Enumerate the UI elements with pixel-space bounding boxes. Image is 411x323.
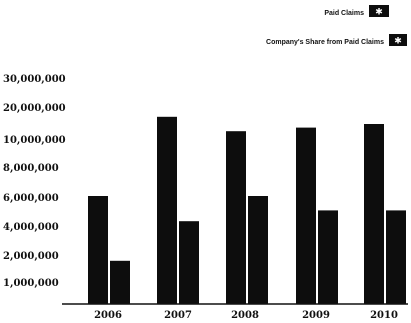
x-tick-label: 2009: [302, 310, 330, 321]
y-tick-label: 20,000,000: [3, 103, 66, 114]
y-tick-label: 6,000,000: [3, 193, 59, 204]
x-axis: 2006 2007 2008 2009 2010: [94, 310, 398, 321]
bar-paid-claims-2010: [364, 124, 384, 304]
legend-item-company-share: Company's Share from Paid Claims ✱: [266, 34, 407, 47]
y-tick-label: 4,000,000: [3, 222, 59, 233]
legend-swatch-paid-claims: [369, 5, 389, 17]
bar-company-share-2010: [386, 210, 406, 304]
bar-company-share-2006: [110, 260, 130, 304]
bar-paid-claims-2006: [88, 196, 108, 304]
bar-paid-claims-2007: [157, 116, 177, 304]
bar-company-share-2007: [179, 221, 199, 304]
legend-label-company-share: Company's Share from Paid Claims: [266, 39, 384, 46]
x-tick-label: 2008: [231, 310, 259, 321]
legend-swatch-star-icon: ✱: [394, 37, 402, 47]
legend-swatch-company-share: [389, 34, 407, 46]
bars: [88, 116, 406, 304]
bar-company-share-2008: [248, 196, 268, 304]
bar-paid-claims-2009: [296, 127, 316, 304]
legend-swatch-star-icon: ✱: [375, 8, 383, 18]
y-tick-label: 10,000,000: [3, 135, 66, 146]
legend-label-paid-claims: Paid Claims: [324, 10, 364, 17]
x-tick-label: 2006: [94, 310, 122, 321]
y-tick-label: 30,000,000: [3, 74, 66, 85]
legend: Paid Claims ✱ Company's Share from Paid …: [266, 5, 407, 47]
y-axis: 1,000,000 2,000,000 4,000,000 6,000,000 …: [3, 74, 66, 289]
y-tick-label: 1,000,000: [3, 278, 59, 289]
x-tick-label: 2010: [370, 310, 398, 321]
bar-company-share-2009: [318, 210, 338, 304]
legend-item-paid-claims: Paid Claims ✱: [324, 5, 389, 18]
y-tick-label: 8,000,000: [3, 163, 59, 174]
y-tick-label: 2,000,000: [3, 251, 59, 262]
bar-paid-claims-2008: [226, 131, 246, 304]
x-tick-label: 2007: [164, 310, 192, 321]
